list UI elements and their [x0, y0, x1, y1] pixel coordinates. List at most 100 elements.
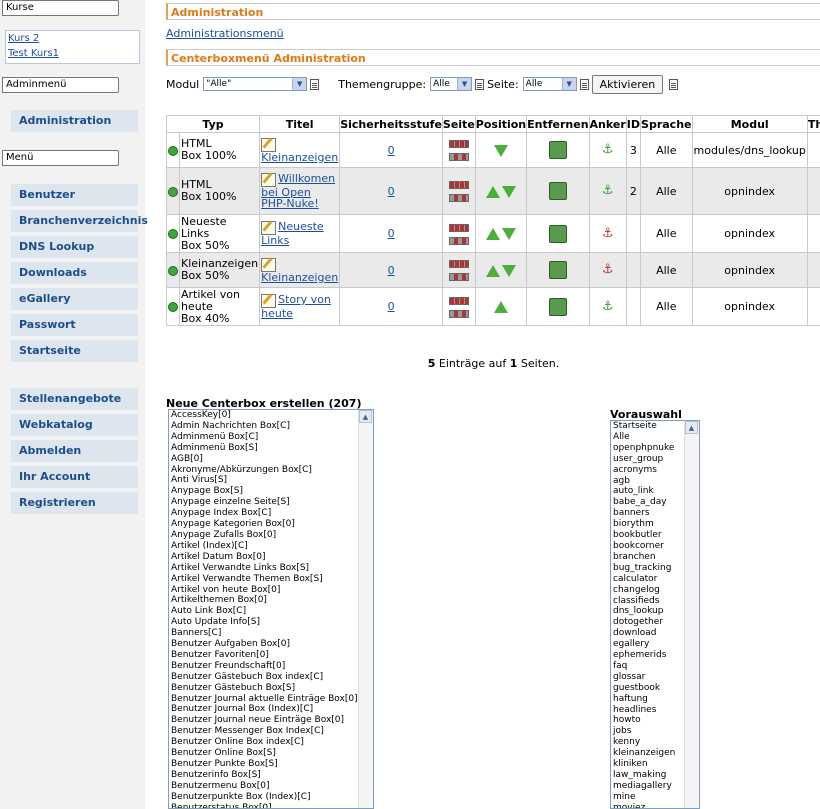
arrow-up-icon[interactable]: [493, 301, 508, 313]
list-item[interactable]: download: [613, 628, 657, 639]
page-layout-icon[interactable]: [448, 153, 469, 161]
list-item[interactable]: auto_link: [613, 486, 654, 497]
list-item[interactable]: Artikel Verwandte Themen Box[S]: [171, 573, 323, 584]
list-item[interactable]: Startseite: [613, 421, 657, 431]
list-item[interactable]: Anypage Kategorien Box[0]: [171, 519, 295, 530]
list-item[interactable]: Alle: [613, 431, 630, 442]
list-item[interactable]: kenny: [613, 737, 641, 748]
list-item[interactable]: egallery: [613, 639, 650, 650]
list-item[interactable]: Akronyme/Abkürzungen Box[C]: [171, 464, 312, 475]
list-item[interactable]: Artikel (Index)[C]: [171, 540, 248, 551]
list-item[interactable]: faq: [613, 660, 628, 671]
page-layout-icon[interactable]: [448, 181, 469, 189]
admin-menu-link[interactable]: Administrationsmenü: [166, 27, 284, 40]
edit-icon[interactable]: [261, 173, 277, 187]
page-layout-icon[interactable]: [448, 273, 469, 281]
list-item[interactable]: Artikel Verwandte Links Box[S]: [171, 562, 310, 573]
list-item[interactable]: kliniken: [613, 759, 648, 770]
list-item[interactable]: jobs: [613, 726, 632, 737]
page-layout-icon[interactable]: [448, 194, 469, 202]
list-item[interactable]: Anti Virus[S]: [171, 475, 228, 486]
security-level-link[interactable]: 0: [387, 263, 395, 277]
status-active-icon[interactable]: [168, 145, 178, 156]
list-item[interactable]: Benutzer Favoriten[0]: [171, 649, 269, 660]
scroll-up-icon[interactable]: ▲: [685, 421, 698, 434]
list-item[interactable]: Adminmenü Box[S]: [171, 442, 258, 453]
document-icon[interactable]: [475, 78, 485, 90]
list-item[interactable]: Artikelthemen Box[0]: [171, 595, 267, 606]
list-item[interactable]: Benutzer Journal Box (Index)[C]: [171, 704, 314, 715]
list-item[interactable]: bug_tracking: [613, 562, 672, 573]
arrow-down-icon[interactable]: [501, 264, 516, 277]
sidebar-item-guestbook[interactable]: Benutzer Gästebuch: [11, 184, 138, 223]
list-item[interactable]: Artikel von heute Box[0]: [171, 584, 281, 595]
arrow-down-icon[interactable]: [493, 144, 508, 157]
sidebar-item-jobs[interactable]: Stellenangebote: [11, 388, 138, 410]
page-layout-icon[interactable]: [448, 296, 469, 305]
themengruppe-select[interactable]: Alle ▼: [430, 77, 473, 91]
scroll-up-icon[interactable]: ▲: [359, 410, 372, 423]
list-item[interactable]: biorythm: [613, 519, 654, 530]
list-item[interactable]: moviez: [613, 802, 646, 809]
course-link-1[interactable]: Kurs 2: [8, 33, 40, 44]
arrow-down-icon[interactable]: [501, 185, 516, 198]
course-link-2[interactable]: Test Kurs1: [8, 48, 59, 59]
title-link[interactable]: Story von heute: [261, 293, 331, 320]
page-layout-icon[interactable]: [448, 236, 469, 245]
page-layout-icon[interactable]: [448, 260, 469, 268]
trash-icon[interactable]: [548, 297, 567, 316]
list-item[interactable]: Benutzerinfo Box[S]: [171, 769, 261, 780]
title-link[interactable]: Neueste Links: [261, 220, 324, 247]
adminmenu-header[interactable]: Adminmenü: [2, 77, 119, 93]
col-header-titel[interactable]: Titel: [259, 115, 341, 133]
list-item[interactable]: haftung: [613, 693, 648, 704]
list-item[interactable]: bookbutler: [613, 530, 662, 541]
activate-button[interactable]: Aktivieren: [591, 74, 664, 94]
list-item[interactable]: Benutzer Aufgaben Box[0]: [171, 639, 291, 650]
list-item[interactable]: Benutzer Journal aktuelle Einträge Box[0…: [171, 693, 358, 704]
scrollbar[interactable]: ▲: [358, 410, 373, 808]
list-item[interactable]: Anypage Zufalls Box[0]: [171, 529, 277, 540]
list-item[interactable]: mine: [613, 791, 636, 802]
status-active-icon[interactable]: [168, 265, 178, 276]
list-item[interactable]: Benutzer Online Box index[C]: [171, 737, 304, 748]
trash-icon[interactable]: [548, 224, 567, 243]
sidebar-item-startseite[interactable]: Startseite: [11, 340, 138, 362]
status-active-icon[interactable]: [168, 186, 178, 197]
list-item[interactable]: Benutzer Gästebuch Box index[C]: [171, 671, 324, 682]
anchor-icon[interactable]: ⚓: [601, 262, 614, 277]
list-item[interactable]: Benutzerstatus Box[0]: [171, 802, 272, 809]
list-item[interactable]: Anypage einzelne Seite[S]: [171, 497, 290, 508]
sidebar-item-logout[interactable]: Abmelden: [11, 440, 138, 462]
list-item[interactable]: Admin Nachrichten Box[C]: [171, 420, 290, 431]
list-item[interactable]: Benutzermenu Box[0]: [171, 780, 270, 791]
edit-icon[interactable]: [261, 137, 277, 152]
list-item[interactable]: dns_lookup: [613, 606, 664, 617]
anchor-icon[interactable]: ⚓: [601, 225, 614, 241]
trash-icon[interactable]: [548, 182, 567, 200]
list-item[interactable]: Benutzer Journal neue Einträge Box[0]: [171, 715, 345, 726]
title-link[interactable]: Kleinanzeigen: [261, 270, 339, 284]
anchor-icon[interactable]: ⚓: [601, 183, 614, 198]
edit-icon[interactable]: [261, 257, 277, 272]
sidebar-item-account[interactable]: Ihr Account: [11, 466, 138, 488]
list-item[interactable]: Banners[C]: [171, 628, 222, 639]
title-link[interactable]: Willkomen bei Open PHP-Nuke!: [261, 172, 336, 210]
modul-select[interactable]: "Alle" ▼: [203, 77, 308, 91]
list-item[interactable]: Adminmenü Box[C]: [171, 431, 259, 442]
security-level-link[interactable]: 0: [387, 300, 395, 313]
list-item[interactable]: Anypage Index Box[C]: [171, 508, 272, 519]
trash-icon[interactable]: [548, 141, 567, 159]
list-item[interactable]: bookcorner: [613, 540, 664, 551]
arrow-down-icon[interactable]: [501, 228, 516, 240]
document-icon[interactable]: [669, 78, 679, 90]
title-link[interactable]: Kleinanzeigen: [261, 150, 339, 164]
list-item[interactable]: agb: [613, 475, 630, 486]
col-header-id[interactable]: ID: [625, 115, 642, 133]
list-item[interactable]: Benutzer Punkte Box[S]: [171, 759, 278, 769]
list-item[interactable]: Auto Link Box[C]: [171, 606, 247, 617]
document-icon[interactable]: [310, 78, 320, 90]
col-header-sprache[interactable]: Sprache: [640, 115, 693, 133]
list-item[interactable]: glossar: [613, 671, 646, 682]
sidebar-item-administration[interactable]: Administration: [11, 110, 138, 132]
